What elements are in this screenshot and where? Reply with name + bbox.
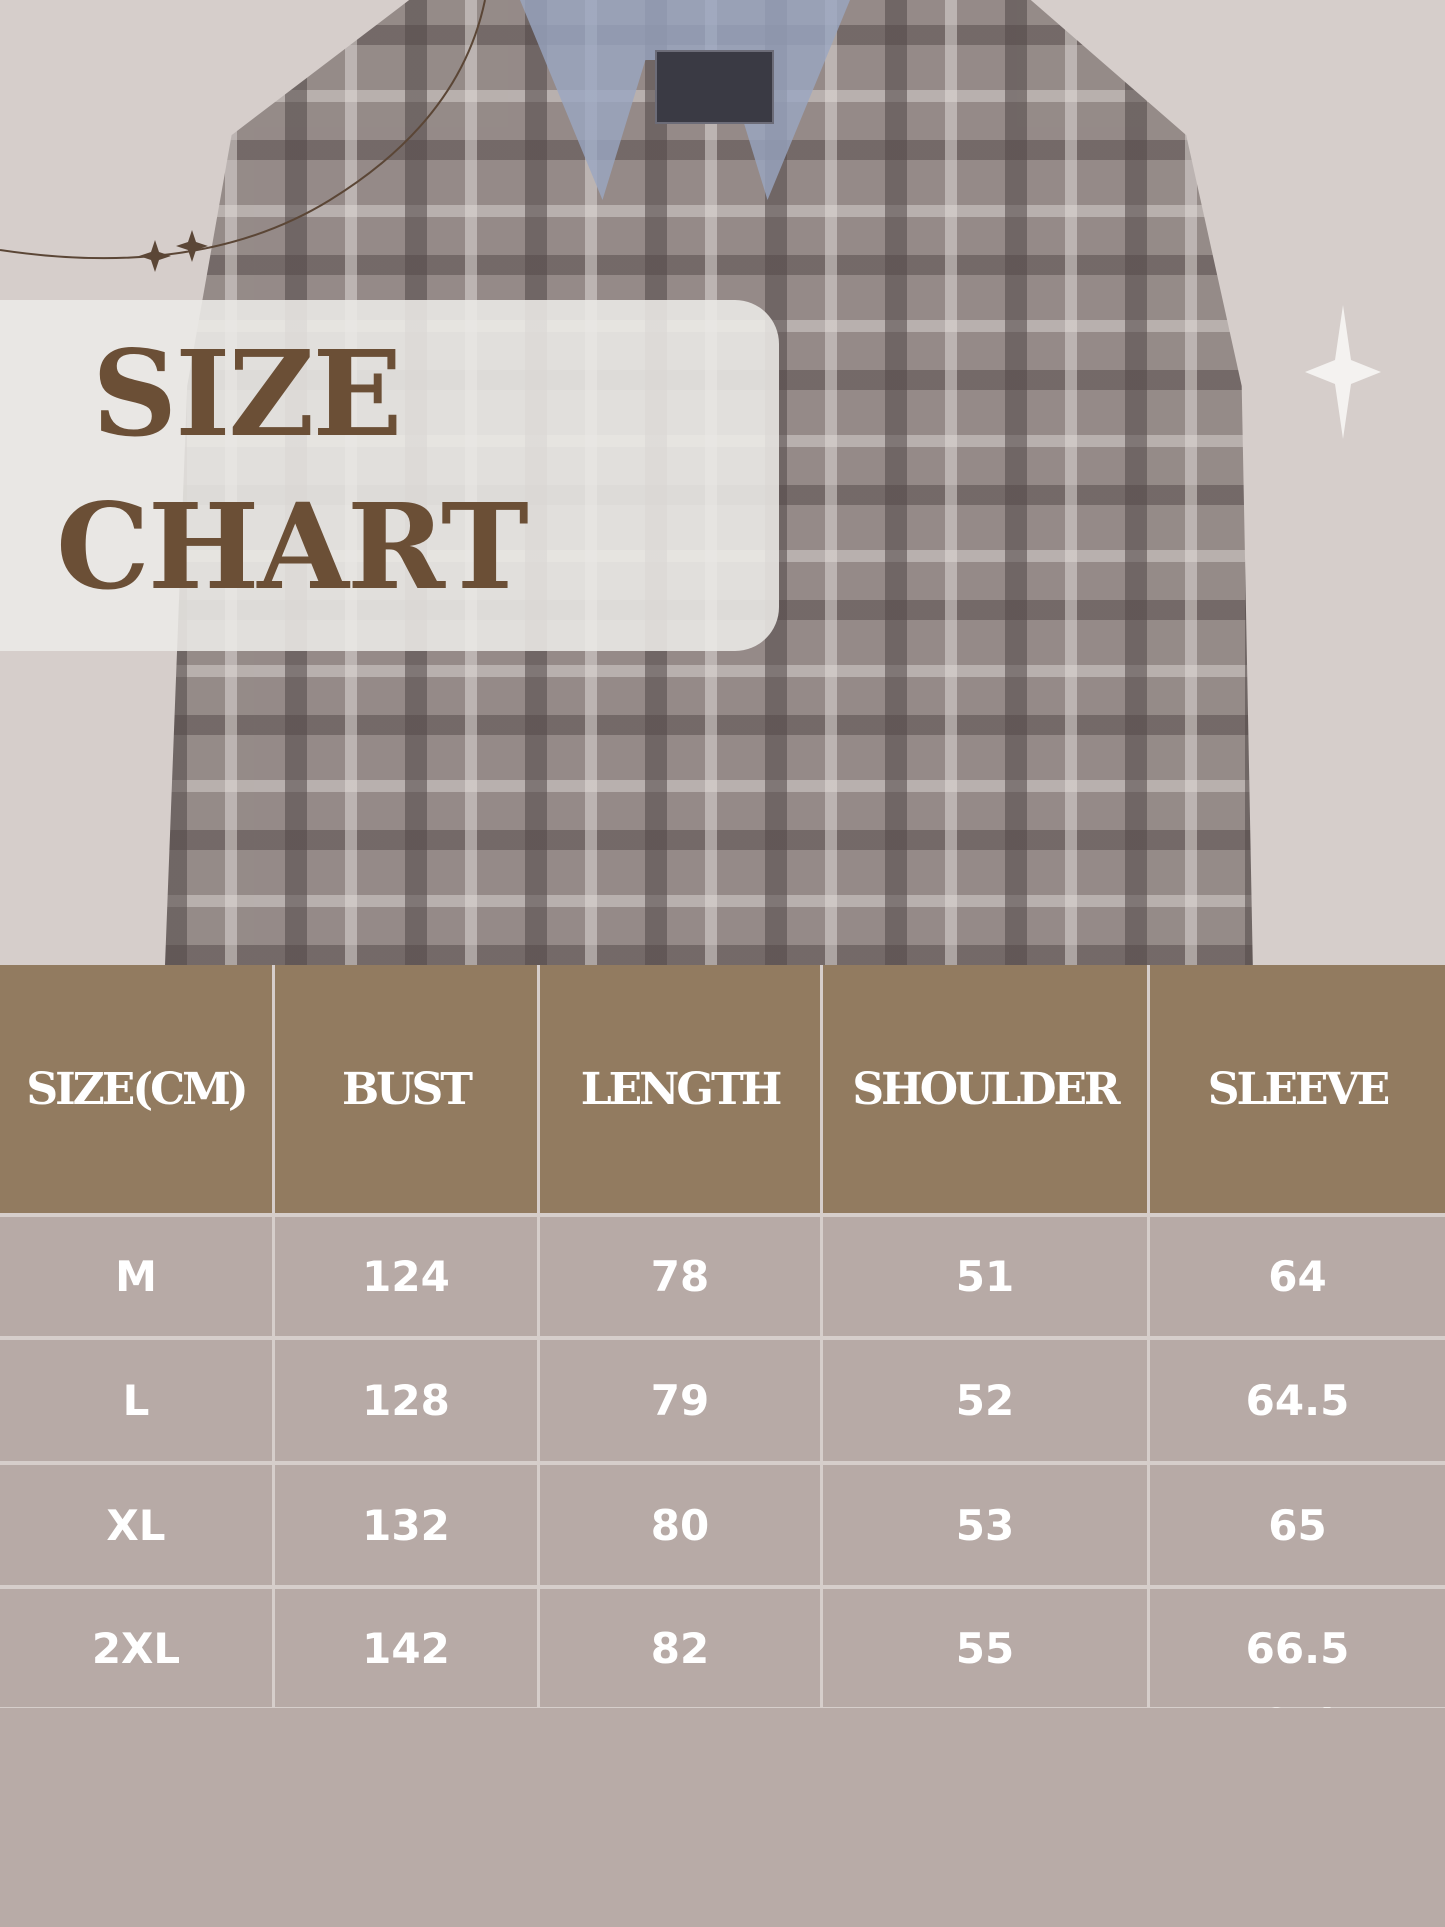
cell-shoulder: 51 (823, 1217, 1147, 1336)
cell-sleeve: 64.5 (1150, 1340, 1445, 1461)
cell-size: XL (0, 1465, 272, 1585)
sparkle-icon (1305, 305, 1381, 439)
cell-length: 80 (540, 1465, 820, 1585)
header-sleeve: SLEEVE (1150, 965, 1445, 1213)
cell-size: L (0, 1340, 272, 1461)
header-size: SIZE(CM) (0, 965, 272, 1213)
cell-sleeve: 66.5 (1150, 1589, 1445, 1707)
cell-sleeve: 64 (1150, 1217, 1445, 1336)
cell-bust: 142 (275, 1589, 537, 1707)
cell-length: 82 (540, 1589, 820, 1707)
cell-bust: 124 (275, 1217, 537, 1336)
cell-shoulder: 55 (823, 1589, 1147, 1707)
header-bust: BUST (275, 965, 537, 1213)
cell-shoulder: 52 (823, 1340, 1147, 1461)
cell-bust: 128 (275, 1340, 537, 1461)
header-length: LENGTH (540, 965, 820, 1213)
decorative-arc (0, 0, 486, 260)
cell-shoulder: 53 (823, 1465, 1147, 1585)
sparkle-icon (139, 240, 171, 272)
sparkle-icon (176, 230, 208, 262)
footer-area (0, 1708, 1445, 1927)
cell-length: 79 (540, 1340, 820, 1461)
shirt-label (655, 50, 774, 124)
cell-sleeve: 65 (1150, 1465, 1445, 1585)
header-shoulder: SHOULDER (823, 965, 1147, 1213)
cell-size: M (0, 1217, 272, 1336)
cell-length: 78 (540, 1217, 820, 1336)
cell-size: 2XL (0, 1589, 272, 1707)
cell-bust: 132 (275, 1465, 537, 1585)
page-title-line1: SIZE (92, 324, 402, 463)
page-title-line2: CHART (56, 477, 529, 616)
title-panel (0, 300, 779, 651)
